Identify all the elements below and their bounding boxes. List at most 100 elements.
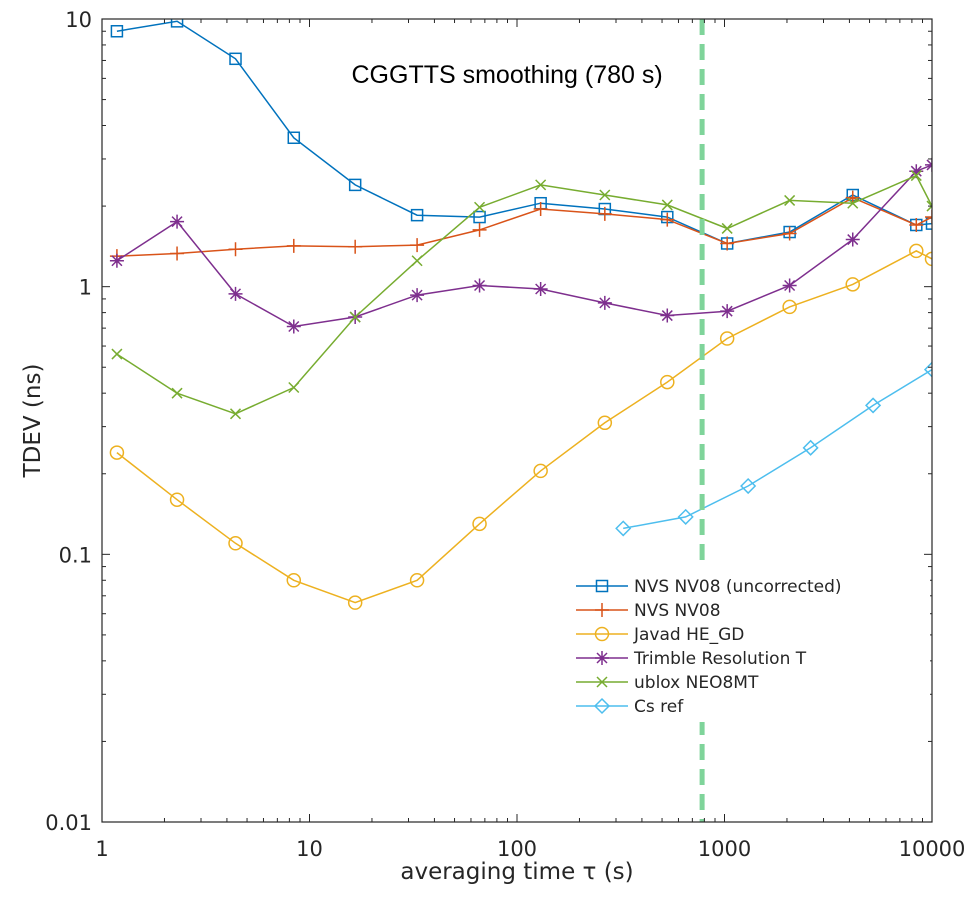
data-point — [472, 278, 487, 293]
data-point — [472, 222, 487, 237]
data-point — [348, 178, 362, 192]
data-point — [348, 239, 363, 254]
legend-label: Trimble Resolution T — [633, 649, 807, 669]
y-axis-label: TDEV (ns) — [20, 364, 46, 479]
data-point — [721, 222, 733, 234]
data-point — [349, 311, 361, 323]
data-point — [286, 319, 301, 334]
data-point — [909, 243, 924, 259]
data-point — [109, 253, 124, 268]
data-point — [597, 206, 612, 221]
data-point — [782, 278, 797, 293]
y-tick-label: 10 — [65, 8, 92, 32]
data-point — [111, 348, 123, 360]
data-point — [782, 299, 797, 315]
data-point — [660, 212, 675, 227]
series-3 — [109, 157, 932, 334]
data-point — [411, 255, 423, 267]
data-point — [409, 573, 425, 588]
data-point — [286, 238, 301, 253]
data-point — [533, 282, 548, 297]
x-tick-label: 10 — [296, 837, 323, 861]
data-point — [909, 217, 924, 232]
legend-label: NVS NV08 (uncorrected) — [634, 577, 842, 597]
data-point — [845, 277, 860, 292]
data-point — [599, 189, 611, 201]
data-point — [228, 242, 243, 257]
y-tick-label: 0.01 — [45, 811, 92, 835]
data-point — [170, 246, 185, 261]
data-point — [228, 536, 243, 551]
data-point — [597, 415, 613, 431]
data-point — [740, 477, 757, 495]
data-point — [473, 210, 486, 224]
data-point — [909, 164, 924, 179]
data-point — [720, 236, 735, 251]
annotation-text: CGGTTS smoothing (780 s) — [352, 61, 663, 89]
series-4 — [111, 170, 932, 420]
x-tick-label: 1 — [95, 837, 108, 861]
data-point — [597, 295, 612, 310]
data-point — [677, 508, 694, 525]
data-point — [287, 131, 301, 145]
data-point — [719, 331, 735, 346]
legend-item: ublox NEO8MT — [576, 673, 759, 693]
legend-item: Javad HE_GD — [576, 625, 744, 645]
legend-item: NVS NV08 — [576, 601, 721, 621]
data-point — [169, 492, 185, 507]
data-point — [170, 214, 185, 229]
series-1 — [109, 190, 932, 264]
legend-marker — [593, 697, 611, 715]
data-point — [910, 170, 922, 182]
x-tick-label: 10000 — [899, 837, 966, 861]
legend-label: NVS NV08 — [634, 601, 721, 621]
legend-label: Javad HE_GD — [633, 625, 744, 645]
data-point — [847, 197, 859, 209]
x-tick-label: 1000 — [698, 837, 751, 861]
legend-item: NVS NV08 (uncorrected) — [576, 577, 842, 597]
legend-marker — [595, 603, 609, 617]
data-point — [925, 217, 932, 230]
legend-box — [566, 568, 930, 722]
series-layer — [109, 19, 932, 610]
data-point — [615, 520, 632, 537]
legend-label: Cs ref — [634, 697, 684, 717]
data-point — [925, 210, 932, 225]
x-tick-label: 100 — [497, 837, 537, 861]
legend-label: ublox NEO8MT — [634, 673, 759, 693]
data-point — [535, 179, 547, 191]
data-point — [410, 288, 425, 303]
data-point — [845, 232, 860, 247]
data-point — [229, 52, 242, 66]
data-point — [347, 595, 363, 610]
data-point — [410, 208, 424, 222]
legend-marker — [595, 579, 609, 593]
data-point — [782, 226, 797, 241]
y-tick-label: 1 — [79, 276, 92, 300]
data-point — [474, 201, 486, 213]
data-point — [533, 463, 548, 479]
data-point — [720, 304, 735, 319]
data-point — [110, 24, 124, 38]
data-point — [286, 573, 302, 588]
data-point — [661, 199, 673, 211]
legend-item: Cs ref — [576, 697, 684, 717]
data-point — [109, 445, 125, 460]
series-line — [623, 368, 932, 530]
legend-marker — [596, 676, 608, 688]
data-point — [170, 19, 184, 28]
data-point — [923, 361, 932, 378]
legend-marker — [594, 626, 610, 642]
data-point — [924, 251, 932, 267]
data-point — [865, 397, 882, 414]
data-point — [533, 202, 548, 217]
data-point — [288, 381, 300, 394]
data-point — [228, 286, 243, 301]
data-point — [472, 516, 487, 532]
legend-item: Trimble Resolution T — [576, 649, 807, 669]
data-point — [802, 439, 819, 456]
data-point — [660, 374, 675, 390]
data-point — [410, 238, 425, 253]
